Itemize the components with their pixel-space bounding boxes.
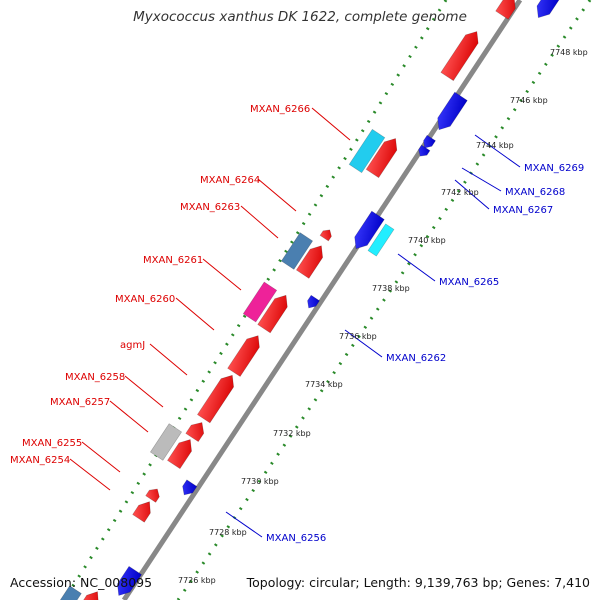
gene-mxan-6266-red <box>365 138 398 179</box>
connector-line <box>461 167 502 192</box>
tick-label: 7746 kbp <box>510 96 548 105</box>
genome-backbone <box>121 0 523 600</box>
forward-gene-label: agmJ <box>120 340 145 351</box>
connector-line <box>240 205 279 239</box>
tick-label: 7730 kbp <box>241 477 279 486</box>
connector-line <box>311 107 351 141</box>
gene-mxan-6261 <box>242 281 278 323</box>
gene-mxan-6268 <box>437 91 468 131</box>
connector-line <box>149 343 188 376</box>
tick-label: 7742 kbp <box>441 188 479 197</box>
gene-mxan-6256 <box>182 479 198 496</box>
gene-mxan-6264 <box>319 229 332 242</box>
connector-line <box>175 297 215 331</box>
gene-agmj <box>227 335 260 377</box>
tick-label: 7736 kbp <box>339 332 377 341</box>
inner-tick-rail <box>176 0 592 600</box>
gene-top-red <box>495 0 516 20</box>
tick-label: 7738 kbp <box>372 284 410 293</box>
map-title: Myxococcus xanthus DK 1622, complete gen… <box>133 9 467 25</box>
genome-summary: Topology: circular; Length: 9,139,763 bp… <box>246 575 590 590</box>
forward-gene-label: MXAN_6254 <box>10 455 70 466</box>
gene-red-7748 <box>440 31 479 82</box>
forward-gene-label: MXAN_6263 <box>180 202 240 213</box>
gene-mxan-6260 <box>257 294 288 334</box>
reverse-gene-label: MXAN_6268 <box>505 187 565 198</box>
gene-mxan-6266-cyan <box>348 128 386 174</box>
gene-mxan-6267 <box>418 144 431 157</box>
gene-bottom-red <box>80 591 99 600</box>
connector-line <box>81 441 121 473</box>
connector-line <box>344 329 383 358</box>
forward-gene-label: MXAN_6261 <box>143 255 203 266</box>
connector-line <box>474 134 521 168</box>
tick-label: 7744 kbp <box>476 141 514 150</box>
gene-mxan-6267-small <box>423 134 436 149</box>
tick-label: 7732 kbp <box>273 429 311 438</box>
gene-mxan-6254 <box>132 501 151 523</box>
gene-mxan-6265 <box>354 210 385 250</box>
connector-line <box>69 458 111 491</box>
forward-gene-label: MXAN_6266 <box>250 104 310 115</box>
tick-label: 7734 kbp <box>305 380 343 389</box>
gene-bottom-steel <box>58 585 82 600</box>
gene-mxan-6255-grey <box>149 423 183 461</box>
kbp-ticks: 7748 kbp 7746 kbp 7744 kbp 7742 kbp 7740 kbp… <box>178 48 588 585</box>
tick-label: 7726 kbp <box>178 576 216 585</box>
gene-mxan-6255 <box>167 439 192 470</box>
connector-line <box>109 400 149 433</box>
gene-mxan-6263-blue <box>280 232 314 270</box>
gene-mxan-6263 <box>295 245 323 279</box>
accession-label: Accession: NC_008095 <box>10 575 153 590</box>
gene-bottom-blue <box>117 565 142 596</box>
gene-mxan-6254-small <box>145 488 160 503</box>
reverse-gene-label: MXAN_6262 <box>386 353 446 364</box>
reverse-gene-label: MXAN_6267 <box>493 205 553 216</box>
gene-mxan-6258 <box>197 374 234 424</box>
connector-line <box>202 258 242 291</box>
gene-mxan-6262 <box>307 294 320 309</box>
gene-top-blue <box>536 0 561 19</box>
connector-line <box>397 253 436 282</box>
forward-gene-label: MXAN_6257 <box>50 397 110 408</box>
tick-label: 7740 kbp <box>408 236 446 245</box>
gene-mxan-6265-cyan <box>367 223 395 257</box>
connector-line <box>454 179 490 210</box>
tick-label: 7728 kbp <box>209 528 247 537</box>
connector-line <box>225 511 263 538</box>
forward-gene-label: MXAN_6258 <box>65 372 125 383</box>
reverse-gene-label: MXAN_6265 <box>439 277 499 288</box>
connector-line <box>124 375 164 408</box>
reverse-gene-label: MXAN_6256 <box>266 533 326 544</box>
gene-mxan-6257 <box>185 422 205 443</box>
tick-label: 7748 kbp <box>550 48 588 57</box>
connector-line <box>257 178 297 212</box>
label-connector-lines <box>69 107 521 538</box>
gene-labels: MXAN_6266 MXAN_6264 MXAN_6263 MXAN_6261 MXAN… <box>10 104 584 544</box>
forward-gene-label: MXAN_6260 <box>115 294 175 305</box>
gene-features <box>58 0 561 600</box>
reverse-gene-label: MXAN_6269 <box>524 163 584 174</box>
forward-gene-label: MXAN_6264 <box>200 175 260 186</box>
forward-gene-label: MXAN_6255 <box>22 438 82 449</box>
